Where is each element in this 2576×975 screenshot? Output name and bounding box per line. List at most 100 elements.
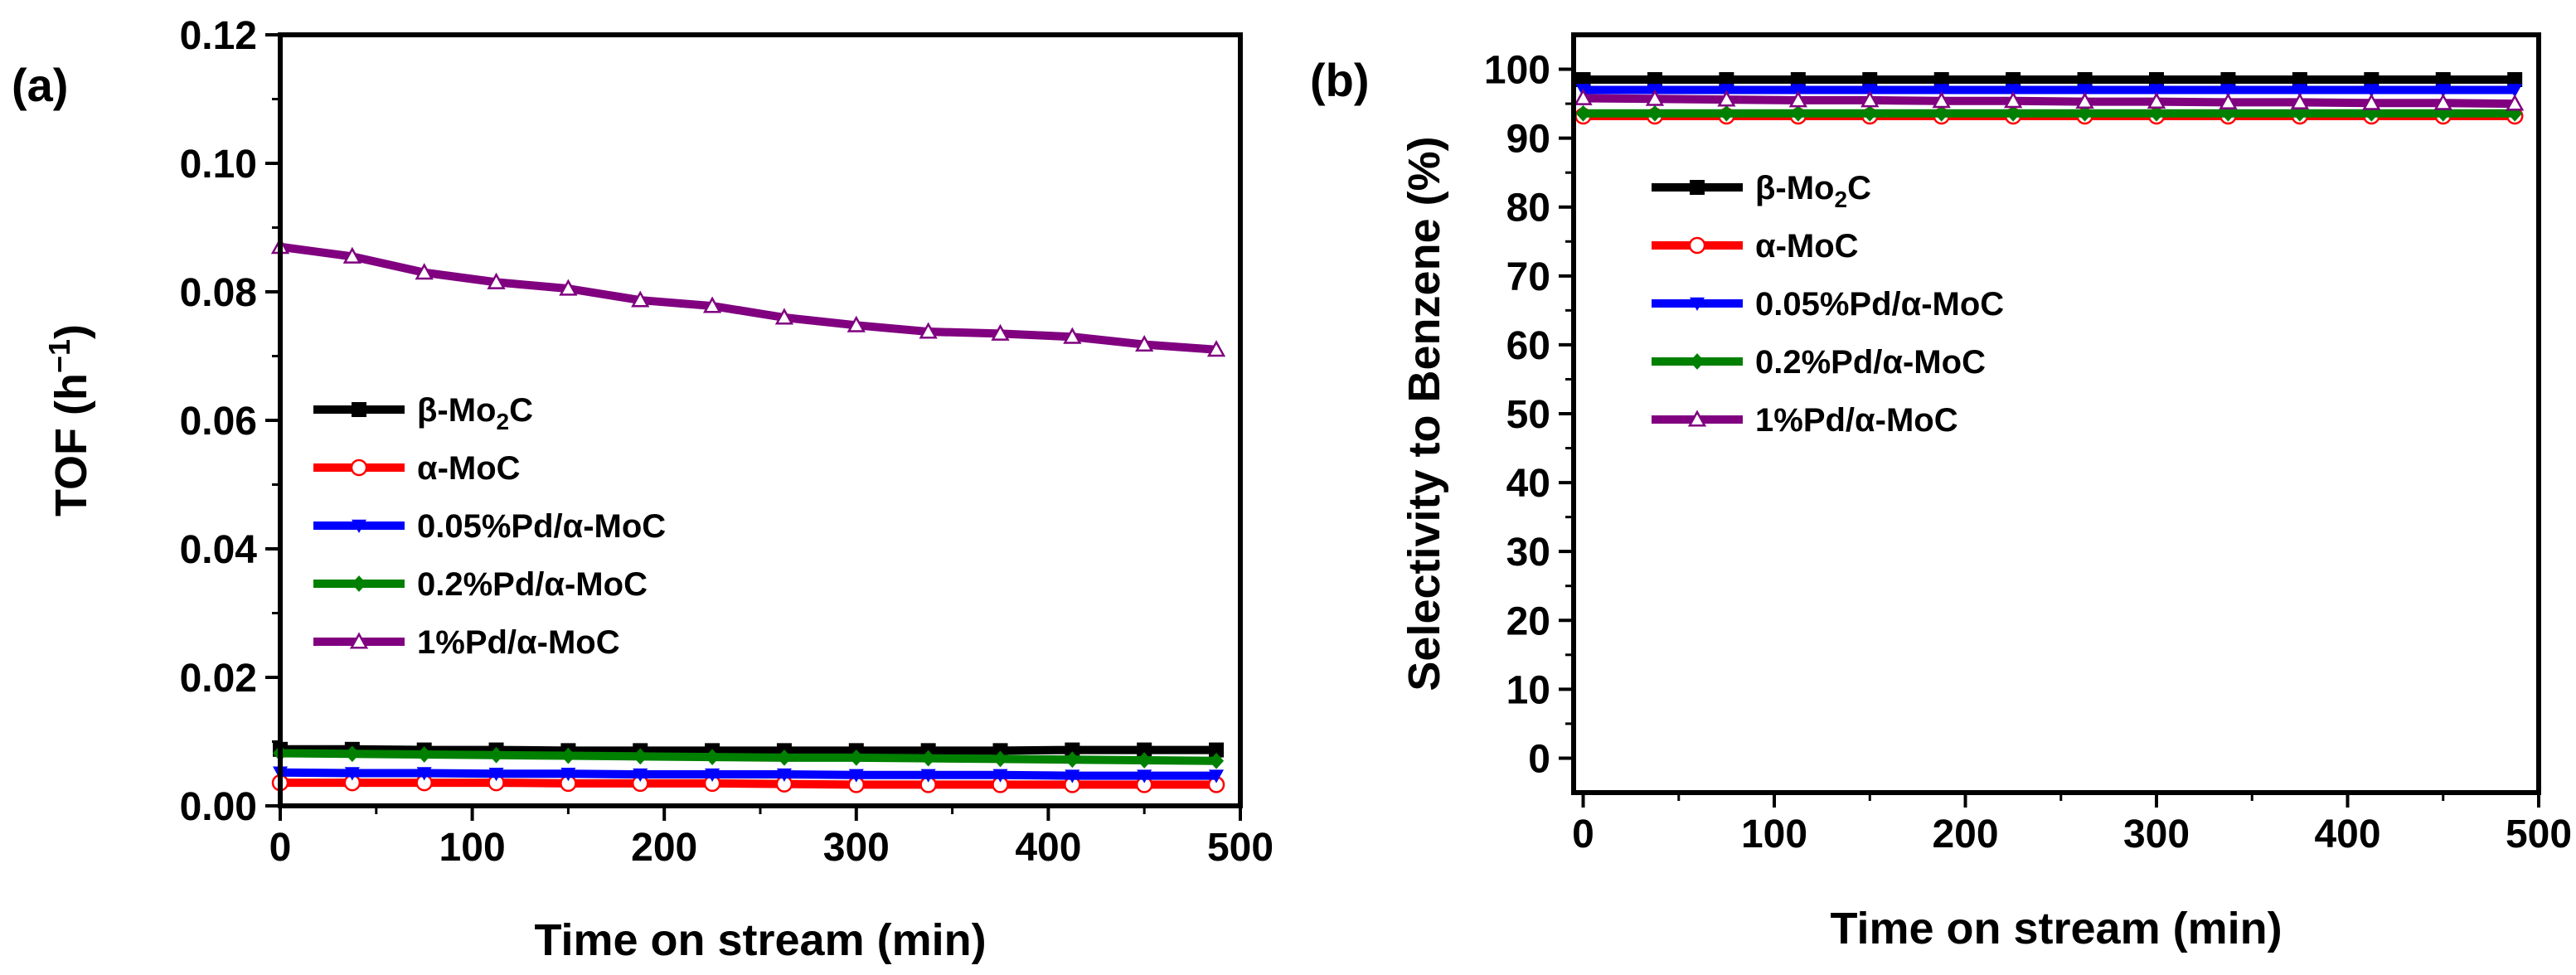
y-tick-label: 0.08 — [180, 271, 257, 315]
y-tick-label: 0.00 — [180, 785, 257, 829]
y-tick-label: 40 — [1506, 462, 1550, 506]
legend-marker — [1690, 297, 1705, 311]
data-point — [1788, 90, 1807, 108]
series-1%Pd/α-MoC — [270, 237, 1226, 357]
data-point — [848, 769, 864, 783]
legend-label: α-MoC — [1755, 228, 1859, 264]
data-point — [631, 290, 650, 308]
data-point — [2149, 72, 2165, 88]
legend-label: 1%Pd/α-MoC — [1755, 402, 1958, 439]
y-axis-label: Selectivity to Benzene (%) — [1400, 136, 1449, 691]
panel-a: (a)0 100 200 300 400 5000.000.020.040.060.080… — [12, 14, 1273, 965]
series-group — [270, 237, 1226, 793]
x-tick-label: 500 — [2506, 812, 2572, 856]
legend-marker — [352, 402, 366, 417]
y-tick-label: 90 — [1506, 118, 1550, 162]
x-tick-label: 400 — [1015, 826, 1081, 870]
legend-label-main: α-MoC — [417, 450, 521, 487]
data-point — [2433, 93, 2452, 110]
series-line — [279, 768, 1217, 780]
data-point — [2077, 104, 2093, 122]
x-tick-label: 300 — [823, 826, 890, 870]
data-point — [705, 768, 720, 783]
data-point — [1860, 90, 1880, 108]
data-point — [1717, 90, 1736, 107]
data-point — [2077, 84, 2093, 98]
legend-label: 0.2%Pd/α-MoC — [1755, 344, 1986, 381]
data-point — [1065, 769, 1080, 783]
series-1%Pd/α-MoC — [1574, 88, 2525, 111]
data-point — [1063, 327, 1082, 344]
legend-label-main: 0.05%Pd/α-MoC — [1755, 286, 2004, 323]
y-axis-label-close: ) — [46, 324, 96, 339]
legend-label: 0.05%Pd/α-MoC — [1755, 286, 2004, 323]
data-point — [920, 749, 936, 767]
data-point — [2435, 72, 2451, 88]
data-point — [1135, 334, 1154, 352]
data-point — [2362, 93, 2381, 110]
y-tick-label: 20 — [1506, 599, 1550, 643]
data-point — [2220, 84, 2236, 98]
x-tick-label: 300 — [2123, 812, 2190, 856]
x-tick-label: 100 — [439, 826, 506, 870]
data-point — [1719, 104, 1734, 122]
data-point — [416, 746, 432, 763]
legend-label-main: 0.2%Pd/α-MoC — [1755, 344, 1986, 381]
data-point — [1647, 72, 1662, 88]
data-point — [1862, 72, 1878, 88]
data-point — [633, 748, 648, 765]
y-tick-label: 60 — [1506, 324, 1550, 368]
data-point — [2006, 72, 2021, 88]
y-tick-label: 10 — [1506, 668, 1550, 712]
legend-marker — [350, 458, 368, 477]
data-point — [2290, 92, 2310, 109]
data-point — [2149, 104, 2165, 122]
series-α-MoC — [271, 774, 1225, 793]
data-point — [1862, 104, 1878, 122]
legend-label-sub: 2 — [1835, 187, 1848, 212]
data-point — [487, 272, 506, 289]
data-point — [2006, 104, 2021, 122]
x-tick-label: 400 — [2314, 812, 2380, 856]
data-point — [415, 263, 434, 280]
y-tick-label: 0.10 — [180, 143, 257, 187]
data-point — [2292, 84, 2307, 98]
x-tick-label: 200 — [1932, 812, 1998, 856]
ticks: 0 100 200 300 400 500 0.00 0.02 0.04 0.06 0.08 0.10… — [180, 14, 1273, 870]
series-0.2%Pd/α-MoC — [273, 745, 1225, 769]
legend-label-main: 0.2%Pd/α-MoC — [417, 566, 648, 603]
data-point — [1719, 72, 1734, 88]
panel-label: (b) — [1310, 54, 1370, 106]
data-point — [633, 768, 648, 783]
data-point — [1645, 89, 1665, 106]
data-point — [1209, 752, 1225, 769]
legend-label: β-Mo2C — [1755, 170, 1871, 212]
data-point — [1137, 742, 1152, 758]
y-tick-label: 80 — [1506, 187, 1550, 230]
y-tick-label: 70 — [1506, 255, 1550, 299]
data-point — [702, 296, 722, 313]
y-tick-label: 50 — [1506, 393, 1550, 437]
data-point — [705, 749, 720, 765]
data-point — [848, 749, 864, 766]
data-point — [1206, 340, 1226, 357]
x-tick-label: 200 — [631, 826, 697, 870]
series-β-Mo2C — [1575, 72, 2523, 88]
y-tick-label: 30 — [1506, 531, 1550, 575]
panel-b: (b) 0 100 200 300 400 500 0 10 20 30 40 50 60 70 80 90 10… — [1310, 32, 2572, 953]
data-point — [1933, 104, 1949, 122]
legend-label-main: α-MoC — [1755, 228, 1859, 264]
data-point — [2507, 84, 2523, 98]
legend-label-tail: C — [509, 392, 533, 429]
legend-label: 0.2%Pd/α-MoC — [417, 566, 648, 603]
legend-label-main: 1%Pd/α-MoC — [1755, 402, 1958, 439]
data-point — [2220, 72, 2236, 88]
data-point — [774, 308, 794, 325]
data-point — [2364, 84, 2380, 98]
legend: β-Mo2C α-MoC 0.05%Pd/α-MoC 0.2%Pd/α-MoC 1%Pd… — [1652, 170, 2004, 439]
legend-marker — [1690, 353, 1705, 370]
legend-label-main: β-Mo — [417, 392, 497, 429]
legend-marker — [352, 575, 366, 592]
data-point — [776, 768, 792, 783]
